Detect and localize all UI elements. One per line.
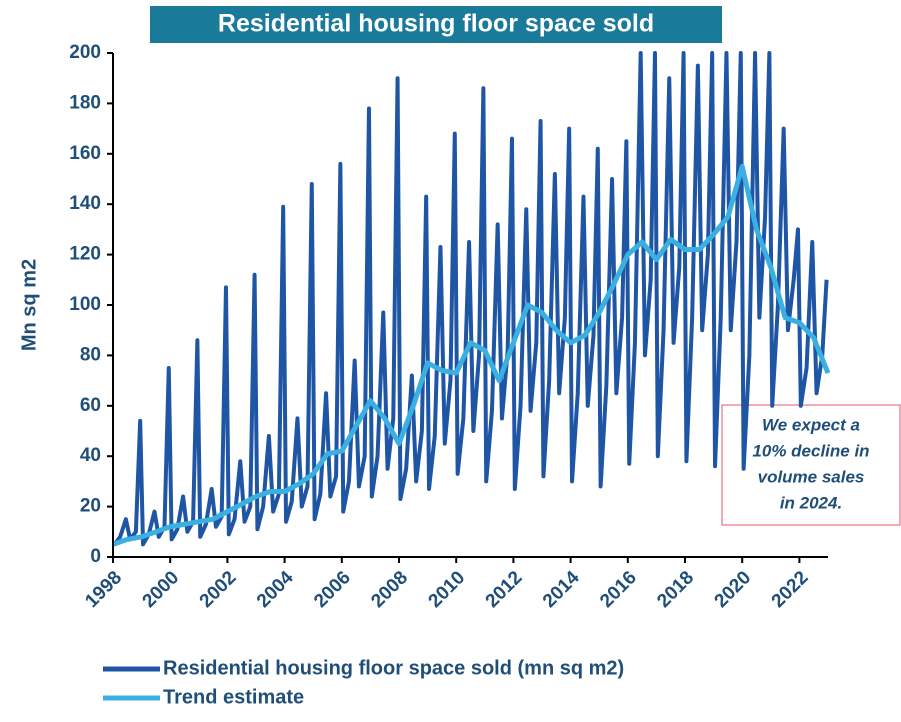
series-line bbox=[112, 163, 831, 547]
legend-label: Residential housing floor space sold (mn… bbox=[163, 657, 624, 679]
y-tick-label: 20 bbox=[80, 496, 101, 517]
x-tick-label: 2002 bbox=[196, 567, 241, 612]
annotation-text: 10% decline in bbox=[752, 441, 869, 460]
y-tick-label: 100 bbox=[69, 294, 101, 315]
annotation-text: in 2024. bbox=[780, 493, 842, 512]
x-tick-label: 2018 bbox=[653, 567, 698, 612]
x-tick-label: 2010 bbox=[425, 567, 470, 612]
annotation-box bbox=[721, 404, 901, 526]
x-tick-label: 2014 bbox=[539, 567, 584, 612]
y-axis-title: Mn sq m2 bbox=[18, 259, 40, 351]
y-tick-label: 80 bbox=[80, 344, 101, 365]
annotation-text: volume sales bbox=[758, 467, 865, 486]
y-tick-label: 120 bbox=[69, 244, 101, 265]
x-tick-label: 2016 bbox=[596, 567, 641, 612]
x-tick-label: 2000 bbox=[139, 567, 184, 612]
y-tick-label: 60 bbox=[80, 395, 101, 416]
x-tick-label: 2004 bbox=[253, 567, 298, 612]
y-tick-label: 200 bbox=[69, 42, 101, 63]
y-tick-label: 180 bbox=[69, 92, 101, 113]
y-tick-label: 0 bbox=[90, 546, 101, 567]
chart-title: Residential housing floor space sold bbox=[218, 10, 654, 38]
title-box bbox=[150, 6, 722, 43]
annotation-text: We expect a bbox=[762, 415, 860, 434]
y-tick-label: 140 bbox=[69, 193, 101, 214]
legend-label: Trend estimate bbox=[163, 686, 304, 708]
y-tick-label: 40 bbox=[80, 445, 101, 466]
series-line bbox=[112, 51, 829, 547]
x-tick-label: 2006 bbox=[310, 567, 355, 612]
x-tick-label: 2012 bbox=[482, 567, 527, 612]
x-tick-label: 2020 bbox=[711, 567, 756, 612]
x-tick-label: 2022 bbox=[768, 567, 813, 612]
x-tick-label: 2008 bbox=[367, 567, 412, 612]
x-tick-label: 1998 bbox=[81, 567, 126, 612]
y-tick-label: 160 bbox=[69, 143, 101, 164]
